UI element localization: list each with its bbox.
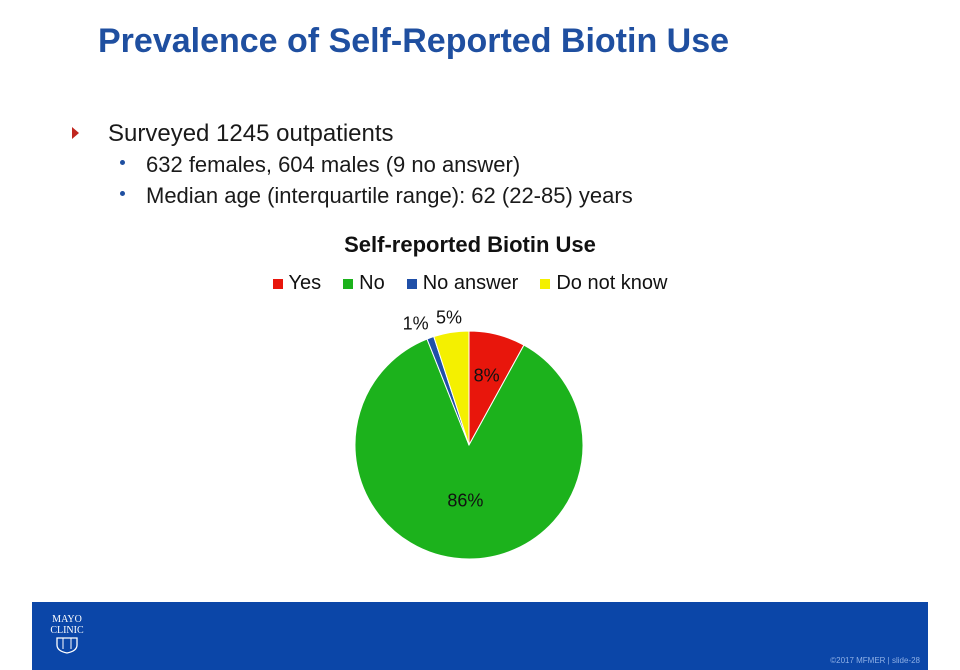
- dot-bullet-icon: [120, 191, 125, 196]
- legend-item-do-not-know: Do not know: [540, 272, 668, 295]
- legend-label: No: [359, 272, 385, 294]
- sub-bullet: Median age (interquartile range): 62 (22…: [70, 183, 633, 214]
- legend-label: Do not know: [556, 272, 668, 294]
- legend-label: No answer: [422, 272, 519, 294]
- pie-slice-no: [354, 338, 584, 560]
- data-label-no: 86%: [447, 491, 483, 511]
- sub-bullet-text: Median age (interquartile range): 62 (22…: [146, 183, 633, 208]
- chart-title: Self-reported Biotin Use: [344, 232, 596, 257]
- legend-swatch: [540, 278, 551, 289]
- legend-swatch: [406, 278, 417, 289]
- sub-bullet-text: 632 females, 604 males (9 no answer): [146, 152, 521, 177]
- legend-item-no-answer: No answer: [406, 272, 519, 295]
- legend-item-yes: Yes: [272, 272, 322, 295]
- data-label-no-answer: 1%: [403, 313, 429, 333]
- logo-text-mayo: MAYO: [52, 614, 82, 625]
- bullet-main-text: Surveyed 1245 outpatients: [108, 120, 394, 147]
- sub-bullet: 632 females, 604 males (9 no answer): [70, 152, 633, 183]
- logo-text-clinic: CLINIC: [50, 625, 84, 636]
- mayo-clinic-logo: MAYO CLINIC: [42, 614, 92, 657]
- slide: Prevalence of Self-Reported Biotin Use S…: [32, 0, 928, 670]
- footer-bar: MAYO CLINIC ©2017 MFMER | slide-28: [32, 602, 928, 670]
- slide-title: Prevalence of Self-Reported Biotin Use: [98, 22, 730, 60]
- pie-slice-do-not-know: [433, 330, 470, 446]
- legend-item-no: No: [343, 272, 385, 295]
- legend-swatch: [272, 278, 283, 289]
- triangle-bullet-icon: [72, 127, 79, 139]
- legend-label: Yes: [288, 272, 322, 294]
- mayo-shield-icon: [56, 637, 78, 654]
- chart-legend: Yes No No answer Do not know: [32, 272, 908, 295]
- legend-swatch: [343, 278, 354, 289]
- data-label-yes: 8%: [474, 365, 500, 385]
- data-label-do-not-know: 5%: [436, 307, 462, 327]
- copyright-text: ©2017 MFMER | slide-28: [830, 656, 920, 665]
- pie-chart: 8% 86% 1% 5%: [354, 307, 584, 560]
- bullet-main: Surveyed 1245 outpatients: [70, 120, 633, 152]
- dot-bullet-icon: [120, 160, 125, 165]
- bullet-list: Surveyed 1245 outpatients 632 females, 6…: [70, 120, 633, 214]
